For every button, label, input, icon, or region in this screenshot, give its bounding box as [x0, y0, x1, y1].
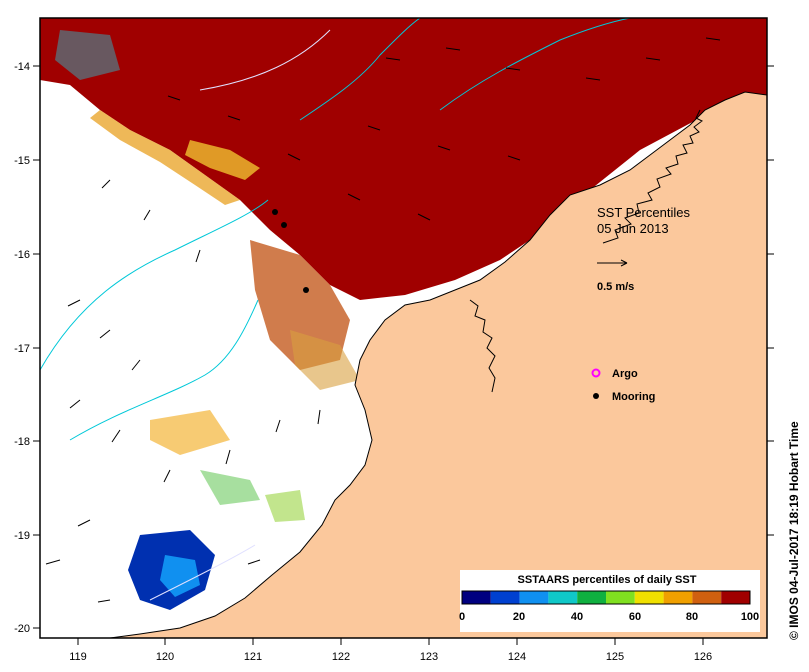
- colorbar-tick-label: 60: [629, 611, 641, 623]
- colorbar-cell: [577, 591, 606, 604]
- mooring-marker[interactable]: [303, 287, 309, 293]
- colorbar-cell: [663, 591, 693, 604]
- scale-label: 0.5 m/s: [597, 281, 634, 293]
- colorbar-tick-label: 0: [459, 611, 465, 623]
- colorbar-title: SSTAARS percentiles of daily SST: [518, 574, 697, 586]
- imos-credit: © IMOS 04-Jul-2017 18:19 Hobart Time: [787, 421, 801, 640]
- mooring-marker[interactable]: [272, 209, 278, 215]
- x-tick-label: 125: [606, 651, 624, 663]
- colorbar: SSTAARS percentiles of daily SST 0 20 40…: [459, 570, 760, 632]
- velocity-scale: 0.5 m/s: [597, 259, 634, 293]
- x-tick-label: 119: [69, 651, 87, 663]
- mooring-legend-label: Mooring: [612, 391, 655, 403]
- colorbar-tick-label: 40: [571, 611, 583, 623]
- y-tick-label: -16: [14, 249, 30, 261]
- x-axis: 119 120 121 122 123 124 125 126: [69, 638, 712, 663]
- map-title: SST Percentiles: [597, 205, 690, 220]
- colorbar-cells: [462, 591, 750, 604]
- x-tick-label: 124: [508, 651, 526, 663]
- y-tick-label: -14: [14, 61, 30, 73]
- y-axis: -14 -15 -16 -17 -18 -19 -20: [14, 61, 774, 635]
- australia-land: [109, 91, 767, 638]
- colorbar-cell: [606, 591, 635, 604]
- plot-frame: [39, 17, 768, 639]
- colorbar-cell: [634, 591, 664, 604]
- colorbar-tick-label: 20: [513, 611, 525, 623]
- mooring-marker[interactable]: [281, 222, 287, 228]
- colorbar-cell: [462, 591, 491, 604]
- argo-legend-label: Argo: [612, 368, 638, 380]
- map-plot-area: [40, 18, 767, 638]
- mooring-legend-icon: [593, 393, 599, 399]
- argo-legend-icon: [591, 368, 601, 378]
- hot-sst-region: [40, 18, 767, 300]
- colorbar-cell: [490, 591, 520, 604]
- marker-legend: Argo Mooring: [591, 368, 655, 403]
- x-tick-label: 121: [244, 651, 262, 663]
- x-tick-label: 120: [156, 651, 174, 663]
- y-tick-label: -18: [14, 436, 30, 448]
- x-tick-label: 122: [332, 651, 350, 663]
- y-tick-label: -15: [14, 155, 30, 167]
- y-tick-label: -17: [14, 343, 30, 355]
- colorbar-cell: [692, 591, 722, 604]
- map-date: 05 Jun 2013: [597, 221, 669, 236]
- y-tick-label: -20: [14, 623, 30, 635]
- current-vectors: [45, 37, 721, 603]
- colorbar-cell: [721, 591, 750, 604]
- y-tick-label: -19: [14, 530, 30, 542]
- colorbar-cell: [548, 591, 578, 604]
- transition-band: [90, 110, 240, 205]
- colorbar-tick-label: 100: [741, 611, 759, 623]
- x-tick-label: 123: [420, 651, 438, 663]
- x-tick-label: 126: [694, 651, 712, 663]
- colorbar-cell: [519, 591, 549, 604]
- colorbar-tick-label: 80: [686, 611, 698, 623]
